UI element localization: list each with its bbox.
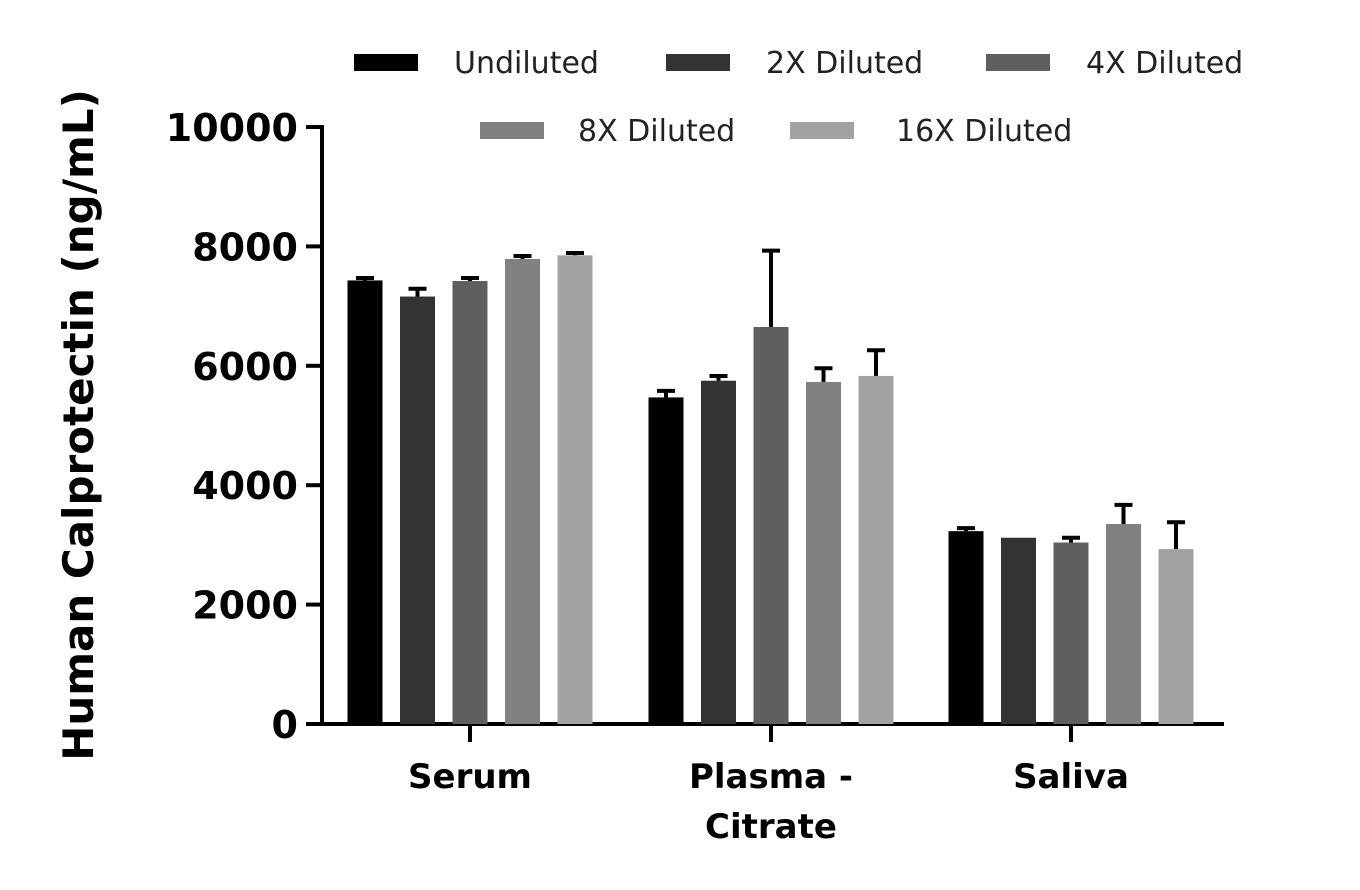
bar xyxy=(1053,542,1089,724)
bar xyxy=(505,258,540,724)
y-axis: 0 2000 4000 6000 8000 10000 xyxy=(166,106,324,747)
x-category-label: Saliva xyxy=(1013,757,1129,797)
bar xyxy=(753,326,789,724)
bar xyxy=(557,255,593,725)
y-axis-title: Human Calprotectin (ng/mL) xyxy=(54,89,103,761)
bar-group xyxy=(557,250,593,725)
legend-swatch xyxy=(666,54,730,71)
y-tick-label: 10000 xyxy=(166,106,298,150)
bar xyxy=(858,375,894,724)
x-category-label: Serum xyxy=(408,757,532,797)
legend-swatch xyxy=(354,54,418,71)
y-tick-label: 2000 xyxy=(192,584,298,628)
bar-group xyxy=(753,248,789,724)
bar-group xyxy=(701,373,736,724)
x-category-label: Plasma - xyxy=(689,757,853,797)
legend-label: 16X Diluted xyxy=(896,114,1072,149)
bar xyxy=(1106,524,1141,724)
legend-item: 2X Diluted xyxy=(666,46,923,81)
legend-item: 8X Diluted xyxy=(480,114,735,149)
y-tick-label: 4000 xyxy=(192,464,298,508)
legend-item: 16X Diluted xyxy=(790,114,1072,149)
bar-group xyxy=(858,348,894,724)
bar-group xyxy=(806,366,841,724)
legend-item: Undiluted xyxy=(354,46,599,81)
x-axis: Serum Plasma - Citrate Saliva xyxy=(306,722,1224,847)
x-category-label: Citrate xyxy=(705,807,837,847)
bar-group xyxy=(1158,520,1194,724)
legend-label: 8X Diluted xyxy=(578,114,735,149)
bar-group xyxy=(452,276,488,724)
y-tick-label: 8000 xyxy=(192,225,298,269)
bar xyxy=(347,280,383,724)
bar xyxy=(806,381,841,724)
bar-group xyxy=(347,276,383,724)
y-tick-label: 0 xyxy=(272,703,298,747)
bar xyxy=(1158,549,1194,724)
legend-swatch xyxy=(480,122,544,139)
bar-group xyxy=(505,253,540,724)
bar-group xyxy=(948,526,984,724)
legend: Undiluted 2X Diluted 4X Diluted 8X Diluted 1… xyxy=(354,46,1243,149)
legend-item: 4X Diluted xyxy=(986,46,1243,81)
legend-label: 4X Diluted xyxy=(1086,46,1243,81)
legend-swatch xyxy=(790,122,854,139)
legend-label: 2X Diluted xyxy=(766,46,923,81)
bar xyxy=(1001,537,1036,724)
bar-group xyxy=(1053,535,1089,724)
bar-group xyxy=(1106,502,1141,724)
bar xyxy=(701,380,736,724)
bar-group xyxy=(400,286,435,724)
bar-group xyxy=(1001,537,1036,724)
bar xyxy=(452,281,488,724)
y-tick-label: 6000 xyxy=(192,345,298,389)
legend-swatch xyxy=(986,54,1050,71)
bar xyxy=(948,531,984,724)
bar-group xyxy=(648,388,684,724)
bar xyxy=(400,296,435,724)
legend-label: Undiluted xyxy=(454,46,599,81)
bars xyxy=(347,248,1194,725)
bar xyxy=(648,397,684,724)
